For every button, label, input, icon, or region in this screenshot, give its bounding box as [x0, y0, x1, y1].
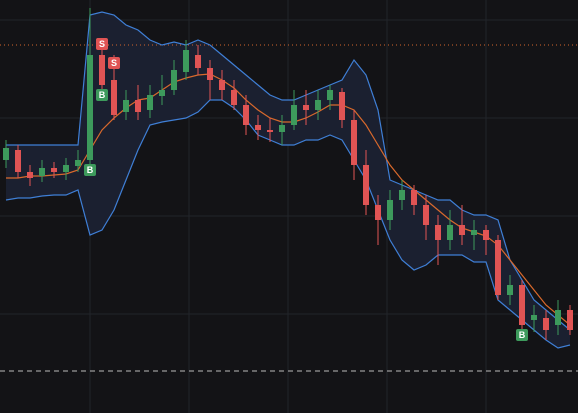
candle-body — [231, 90, 237, 105]
sell-badge — [96, 38, 108, 50]
candle-body — [183, 50, 189, 72]
candle-body — [447, 225, 453, 240]
candle-body — [3, 148, 9, 160]
candle-body — [387, 200, 393, 220]
buy-badge — [516, 329, 528, 341]
candle-body — [63, 165, 69, 172]
candle-body — [123, 100, 129, 112]
candle-body — [243, 105, 249, 125]
candle-body — [435, 225, 441, 240]
candle-body — [531, 315, 537, 320]
candle-body — [195, 55, 201, 68]
candle-body — [423, 205, 429, 225]
candle-body — [207, 68, 213, 80]
candle-body — [303, 105, 309, 110]
candle-body — [291, 105, 297, 125]
candle-body — [111, 80, 117, 115]
band-lower — [5, 99, 571, 349]
candle-body — [471, 230, 477, 235]
band-upper — [6, 11, 571, 331]
buy-label: B — [519, 330, 526, 340]
candle-body — [279, 125, 285, 132]
candle-body — [363, 165, 369, 205]
candle-body — [567, 310, 573, 330]
candle-body — [219, 80, 225, 90]
candle-body — [543, 318, 549, 330]
candle-body — [171, 70, 177, 90]
candle-body — [327, 90, 333, 100]
candle-body — [135, 100, 141, 112]
buy-label: B — [99, 90, 106, 100]
candle-body — [75, 160, 81, 166]
candle-body — [375, 205, 381, 220]
buy-badge — [84, 164, 96, 176]
sell-label: S — [111, 58, 117, 68]
candle-body — [267, 130, 273, 132]
candle-body — [51, 168, 57, 172]
candle-body — [15, 150, 21, 172]
candle-body — [351, 120, 357, 165]
candle-body — [99, 55, 105, 85]
candle-body — [339, 92, 345, 120]
candle-body — [27, 172, 33, 178]
candle-body — [519, 285, 525, 325]
candle-body — [159, 90, 165, 96]
candle-body — [555, 310, 561, 325]
candle-body — [411, 190, 417, 205]
candle-body — [495, 240, 501, 295]
candle-body — [459, 225, 465, 235]
buy-badge — [96, 89, 108, 101]
candle-body — [315, 100, 321, 110]
candle-body — [483, 230, 489, 240]
candle-body — [399, 190, 405, 200]
candle-body — [255, 125, 261, 130]
buy-label: B — [87, 165, 94, 175]
sell-label: S — [99, 39, 105, 49]
candle-body — [507, 285, 513, 295]
candle-body — [39, 168, 45, 176]
sell-badge — [108, 57, 120, 69]
candle-body — [147, 95, 153, 110]
candle-body — [87, 55, 93, 160]
